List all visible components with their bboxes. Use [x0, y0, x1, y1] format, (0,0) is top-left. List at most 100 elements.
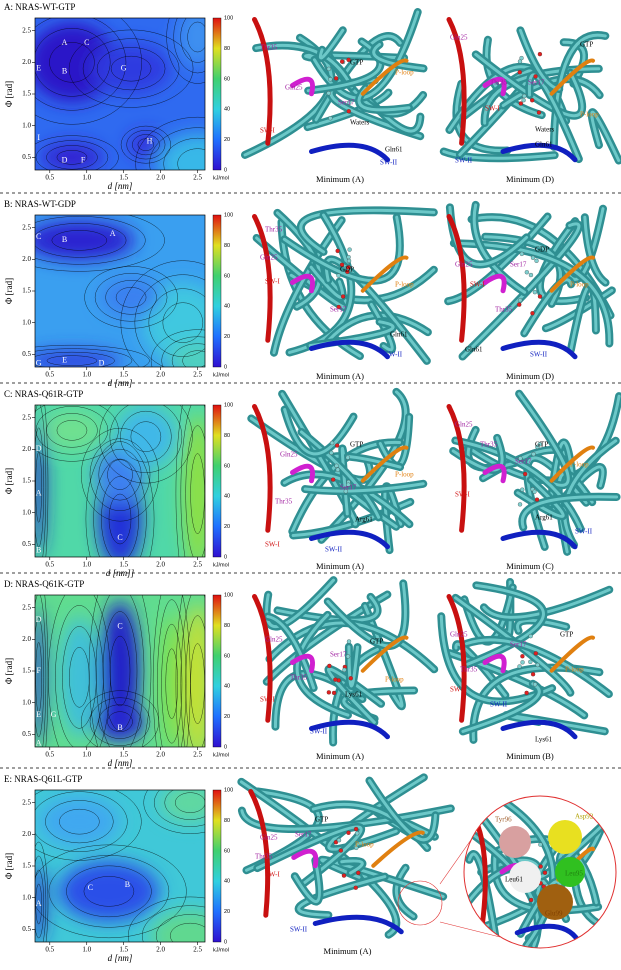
structure-image: Gln25 GTP Ser17 Thr35 P-loop SW-I Lys61 SW-II Mi… — [245, 576, 439, 761]
ligand-atom — [528, 634, 533, 639]
y-tick-label: 1.5 — [22, 477, 31, 485]
structure-label: SW-II — [575, 528, 593, 536]
blob — [159, 613, 184, 747]
ribbon-highlight — [266, 615, 316, 690]
x-tick-label: 1.5 — [119, 561, 128, 569]
ligand-atom — [537, 442, 542, 447]
contour — [190, 643, 205, 724]
contour — [102, 611, 138, 731]
structure-label: Lys61 — [345, 691, 363, 699]
colorbar-tick-label: 0 — [224, 364, 227, 370]
zoom-circle — [463, 795, 617, 949]
zoom-line — [439, 921, 501, 938]
ribbon-highlight — [552, 33, 607, 149]
ligand-atom — [346, 255, 351, 260]
ligand-atom — [537, 52, 543, 57]
structure-label: Thr35 — [260, 44, 278, 52]
loop — [360, 58, 409, 96]
ribbon-highlight — [590, 110, 621, 162]
y-tick-label: 0.5 — [22, 540, 31, 548]
colorbar-tick-label: 60 — [224, 848, 230, 854]
contour — [59, 808, 100, 835]
ribbon-highlight — [363, 604, 404, 708]
contour — [135, 116, 205, 170]
structure-label: P-loop — [395, 471, 414, 479]
ribbon-highlight — [340, 446, 349, 516]
contour — [35, 405, 47, 557]
structure-image: GTP Gln25 P-loop Ser17 Thr35 Arg61 SW-I SW-II Mi… — [245, 387, 435, 571]
contour — [35, 216, 146, 265]
structure-caption: Minimum (A) — [316, 174, 364, 184]
colorbar-tick-label: 80 — [224, 623, 230, 629]
colorbar-unit: kJ/mol — [213, 372, 229, 378]
loop — [549, 58, 595, 96]
structure-label: Thr35 — [460, 666, 478, 674]
blob — [58, 861, 159, 922]
loop — [446, 17, 467, 146]
structure-label: Gln61 — [390, 331, 408, 339]
structure-label: Arg61 — [535, 514, 553, 522]
contour — [169, 922, 205, 942]
ligand-atom — [524, 270, 530, 275]
contour — [35, 844, 187, 939]
blob — [41, 410, 102, 451]
contour — [107, 711, 133, 732]
y-tick-label: 1.0 — [22, 121, 31, 129]
ribbon-highlight — [297, 875, 387, 917]
structure-image: Thr35 Gln25 GTP Ser17 P-loop SW-I Waters Gln61 S… — [241, 3, 435, 184]
loop — [549, 445, 595, 483]
structure-label: SW-I — [455, 491, 470, 499]
contour — [35, 348, 133, 367]
residue-label: Leu95 — [565, 870, 583, 878]
ribbon-highlight — [369, 302, 394, 352]
energy-map: D A C B 0.5 1.0 1.5 2.0 2.5 0.5 1.0 1.5 2.0 2.5 Φ [rad… — [4, 402, 233, 578]
loop — [500, 339, 578, 360]
contour — [35, 215, 165, 272]
structure-caption: Minimum (C) — [506, 561, 554, 571]
blob — [101, 277, 162, 318]
x-tick-label: 1.5 — [119, 751, 128, 759]
contour — [120, 125, 171, 164]
ribbon-highlight — [451, 436, 504, 472]
structure-label: SW-I — [260, 696, 275, 704]
residue-label: Asp92 — [575, 813, 594, 821]
ligand-atom — [518, 298, 523, 303]
ribbon-highlight — [472, 203, 527, 294]
ligand-atom — [524, 690, 529, 696]
minimum-label: E — [62, 355, 67, 364]
structure-label: Gln25 — [280, 451, 298, 459]
ligand-atom — [339, 262, 345, 267]
ribbon-highlight — [372, 42, 426, 70]
contour — [190, 453, 205, 534]
ribbon-highlight — [309, 265, 345, 299]
contour — [115, 287, 147, 308]
ligand-atom — [532, 682, 538, 687]
loop — [482, 76, 507, 97]
ligand-atom — [523, 471, 528, 477]
contour — [155, 914, 205, 942]
energy-map: C B A 0.5 1.0 1.5 2.0 2.5 0.5 1.0 1.5 2.0 2.5 Φ [rad]… — [4, 787, 233, 963]
loop — [446, 594, 467, 723]
ligand-atom — [336, 838, 342, 843]
structure-image: Gln25 GTP Ser17 Thr35 P-loop SW-I SW-II Lys61 Mi… — [437, 578, 620, 761]
y-tick-label: 1.0 — [22, 893, 31, 901]
x-tick-label: 1.0 — [82, 946, 91, 954]
minimum-label: G — [121, 63, 127, 72]
contour — [35, 642, 42, 713]
contour — [152, 595, 191, 747]
panel-title: C: NRAS-Q61R-GTP — [4, 389, 83, 399]
minimum-label: E — [36, 710, 41, 719]
contour — [89, 438, 151, 511]
ligand-atom — [347, 100, 352, 105]
contour — [35, 223, 127, 258]
y-axis-label: Φ [rad] — [4, 81, 14, 107]
x-tick-label: 0.5 — [45, 946, 54, 954]
ligand-atom — [346, 265, 351, 270]
ligand-atom — [326, 91, 331, 96]
x-tick-label: 2.0 — [156, 561, 165, 569]
structure-label: SW-I — [450, 686, 465, 694]
contour — [110, 55, 152, 82]
y-tick-label: 1.0 — [22, 318, 31, 326]
loop — [482, 653, 507, 674]
ligand-atom — [528, 272, 534, 278]
